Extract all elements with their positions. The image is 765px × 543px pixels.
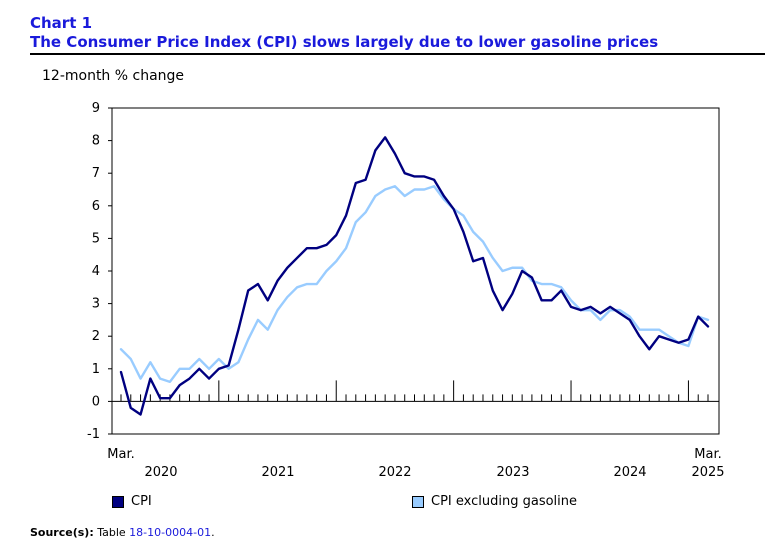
y-tick-label: 9 [92, 101, 100, 116]
x-year-label: 2023 [496, 465, 529, 480]
chart-number: Chart 1 [30, 14, 93, 32]
chart-header: Chart 1 The Consumer Price Index (CPI) s… [30, 14, 765, 55]
legend-label-cpi-ex-gasoline: CPI excluding gasoline [431, 494, 578, 509]
legend-item-cpi: CPI [112, 494, 152, 509]
y-axis-unit-label: 12-month % change [42, 68, 185, 84]
x-label-last-month: Mar. [694, 447, 721, 462]
y-tick-label: -1 [87, 427, 100, 442]
series-line-cpi-ex-gasoline [119, 185, 710, 384]
x-year-label: 2021 [261, 465, 294, 480]
y-tick-label: 8 [92, 134, 100, 149]
plot-frame [111, 107, 720, 435]
x-label-first-month: Mar. [107, 447, 134, 462]
y-tick-label: 4 [92, 264, 100, 279]
x-year-label: 2022 [378, 465, 411, 480]
source-suffix: . [211, 526, 215, 539]
y-tick-label: 0 [92, 394, 100, 409]
x-year-label: 2020 [144, 465, 177, 480]
source-table-link[interactable]: 18-10-0004-01 [129, 526, 212, 539]
y-tick-label: 5 [92, 231, 100, 246]
x-year-label: 2025 [691, 465, 724, 480]
legend-swatch-cpi [112, 495, 124, 508]
source-label: Source(s): [30, 526, 94, 539]
legend-swatch-cpi-ex-gasoline [412, 495, 424, 508]
source-note: Source(s): Table 18-10-0004-01. [30, 526, 215, 539]
series-line-cpi [119, 136, 710, 416]
y-tick-label: 3 [92, 297, 100, 312]
y-tick-label: 7 [92, 166, 100, 181]
source-text: Table [97, 526, 126, 539]
x-year-label: 2024 [613, 465, 646, 480]
y-tick-label: 1 [92, 362, 100, 377]
legend-label-cpi: CPI [131, 494, 152, 509]
chart-title: The Consumer Price Index (CPI) slows lar… [30, 33, 659, 51]
y-tick-label: 2 [92, 329, 100, 344]
y-tick-label: 6 [92, 199, 100, 214]
legend-item-cpi-ex-gasoline: CPI excluding gasoline [412, 494, 577, 509]
